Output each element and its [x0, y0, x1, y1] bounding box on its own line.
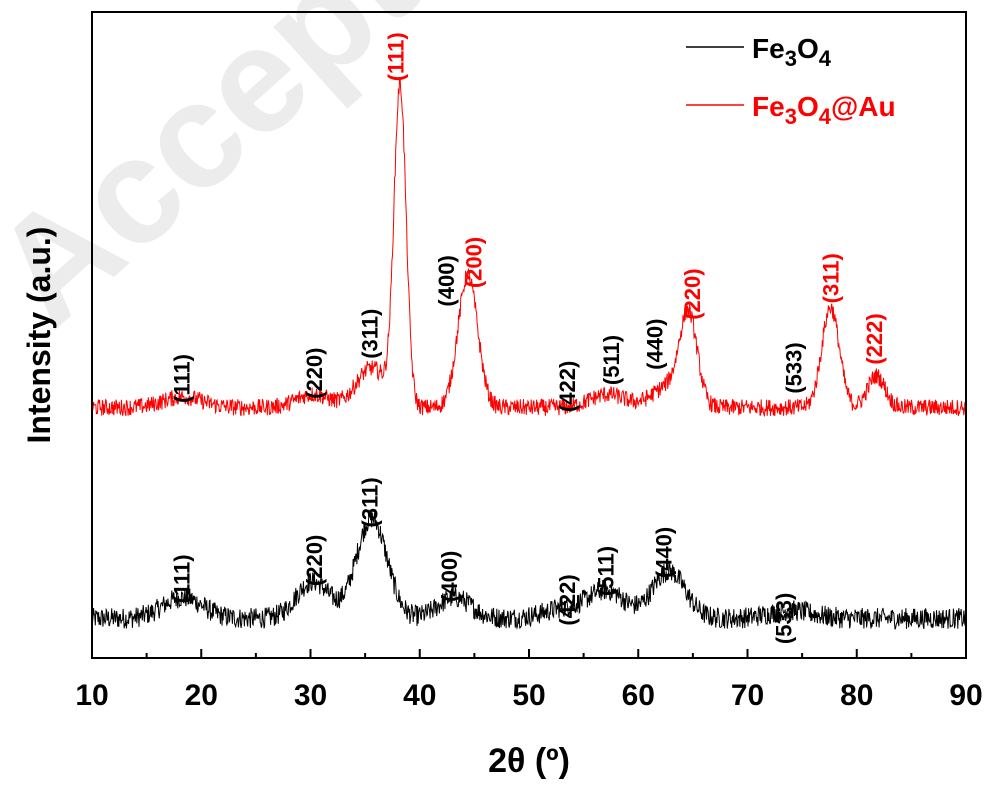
peak-label: (200) — [461, 237, 486, 288]
peak-label: (311) — [358, 477, 383, 527]
x-tick-label: 60 — [622, 679, 655, 712]
peak-label: (533) — [781, 342, 806, 393]
peak-label: (311) — [819, 253, 844, 303]
legend: Fe3O4 Fe3O4@Au — [686, 33, 896, 129]
peak-label: (311) — [358, 309, 383, 359]
x-tick-label: 90 — [949, 679, 982, 712]
series-layer — [91, 76, 967, 630]
peak-label: (422) — [555, 361, 580, 412]
x-tick-label: 80 — [840, 679, 873, 712]
peak-label: (111) — [170, 554, 195, 603]
peak-label: (533) — [772, 593, 797, 644]
peak-label: (400) — [434, 255, 459, 306]
legend-label-fe3o4: Fe3O4 — [752, 33, 832, 71]
peak-label: (440) — [651, 527, 676, 578]
x-tick-label: 70 — [731, 679, 764, 712]
x-tick-label: 20 — [185, 679, 218, 712]
series-line-fe3o4 — [91, 509, 967, 630]
y-axis-label: Intensity (a.u.) — [21, 227, 57, 444]
peak-annotations: (111) (220)(311)(400) (200)(422)(511) (440)… — [170, 32, 888, 644]
x-axis-label: 2θ (º) — [488, 742, 570, 780]
peak-label: (222) — [862, 313, 887, 364]
peak-label: (220) — [302, 348, 327, 399]
series-line-fe3o4-au — [91, 76, 967, 418]
x-tick-label: 50 — [512, 679, 545, 712]
legend-label-fe3o4-au: Fe3O4@Au — [752, 91, 896, 129]
peak-label: (440) — [643, 319, 668, 370]
peak-label: (111) — [170, 354, 195, 403]
peak-label: (400) — [437, 551, 462, 602]
peak-label: (111) — [384, 32, 409, 81]
peak-label: (511) — [594, 546, 619, 596]
peak-label: (511) — [599, 335, 624, 385]
x-tick-label: 30 — [294, 679, 327, 712]
peak-label: (220) — [302, 535, 327, 586]
x-tick-label: 40 — [403, 679, 436, 712]
x-axis-ticks: 10 20 30 40 50 60 70 80 90 — [75, 649, 983, 712]
peak-label: (422) — [555, 574, 580, 625]
peak-label: (220) — [680, 268, 705, 319]
x-tick-label: 10 — [75, 679, 108, 712]
